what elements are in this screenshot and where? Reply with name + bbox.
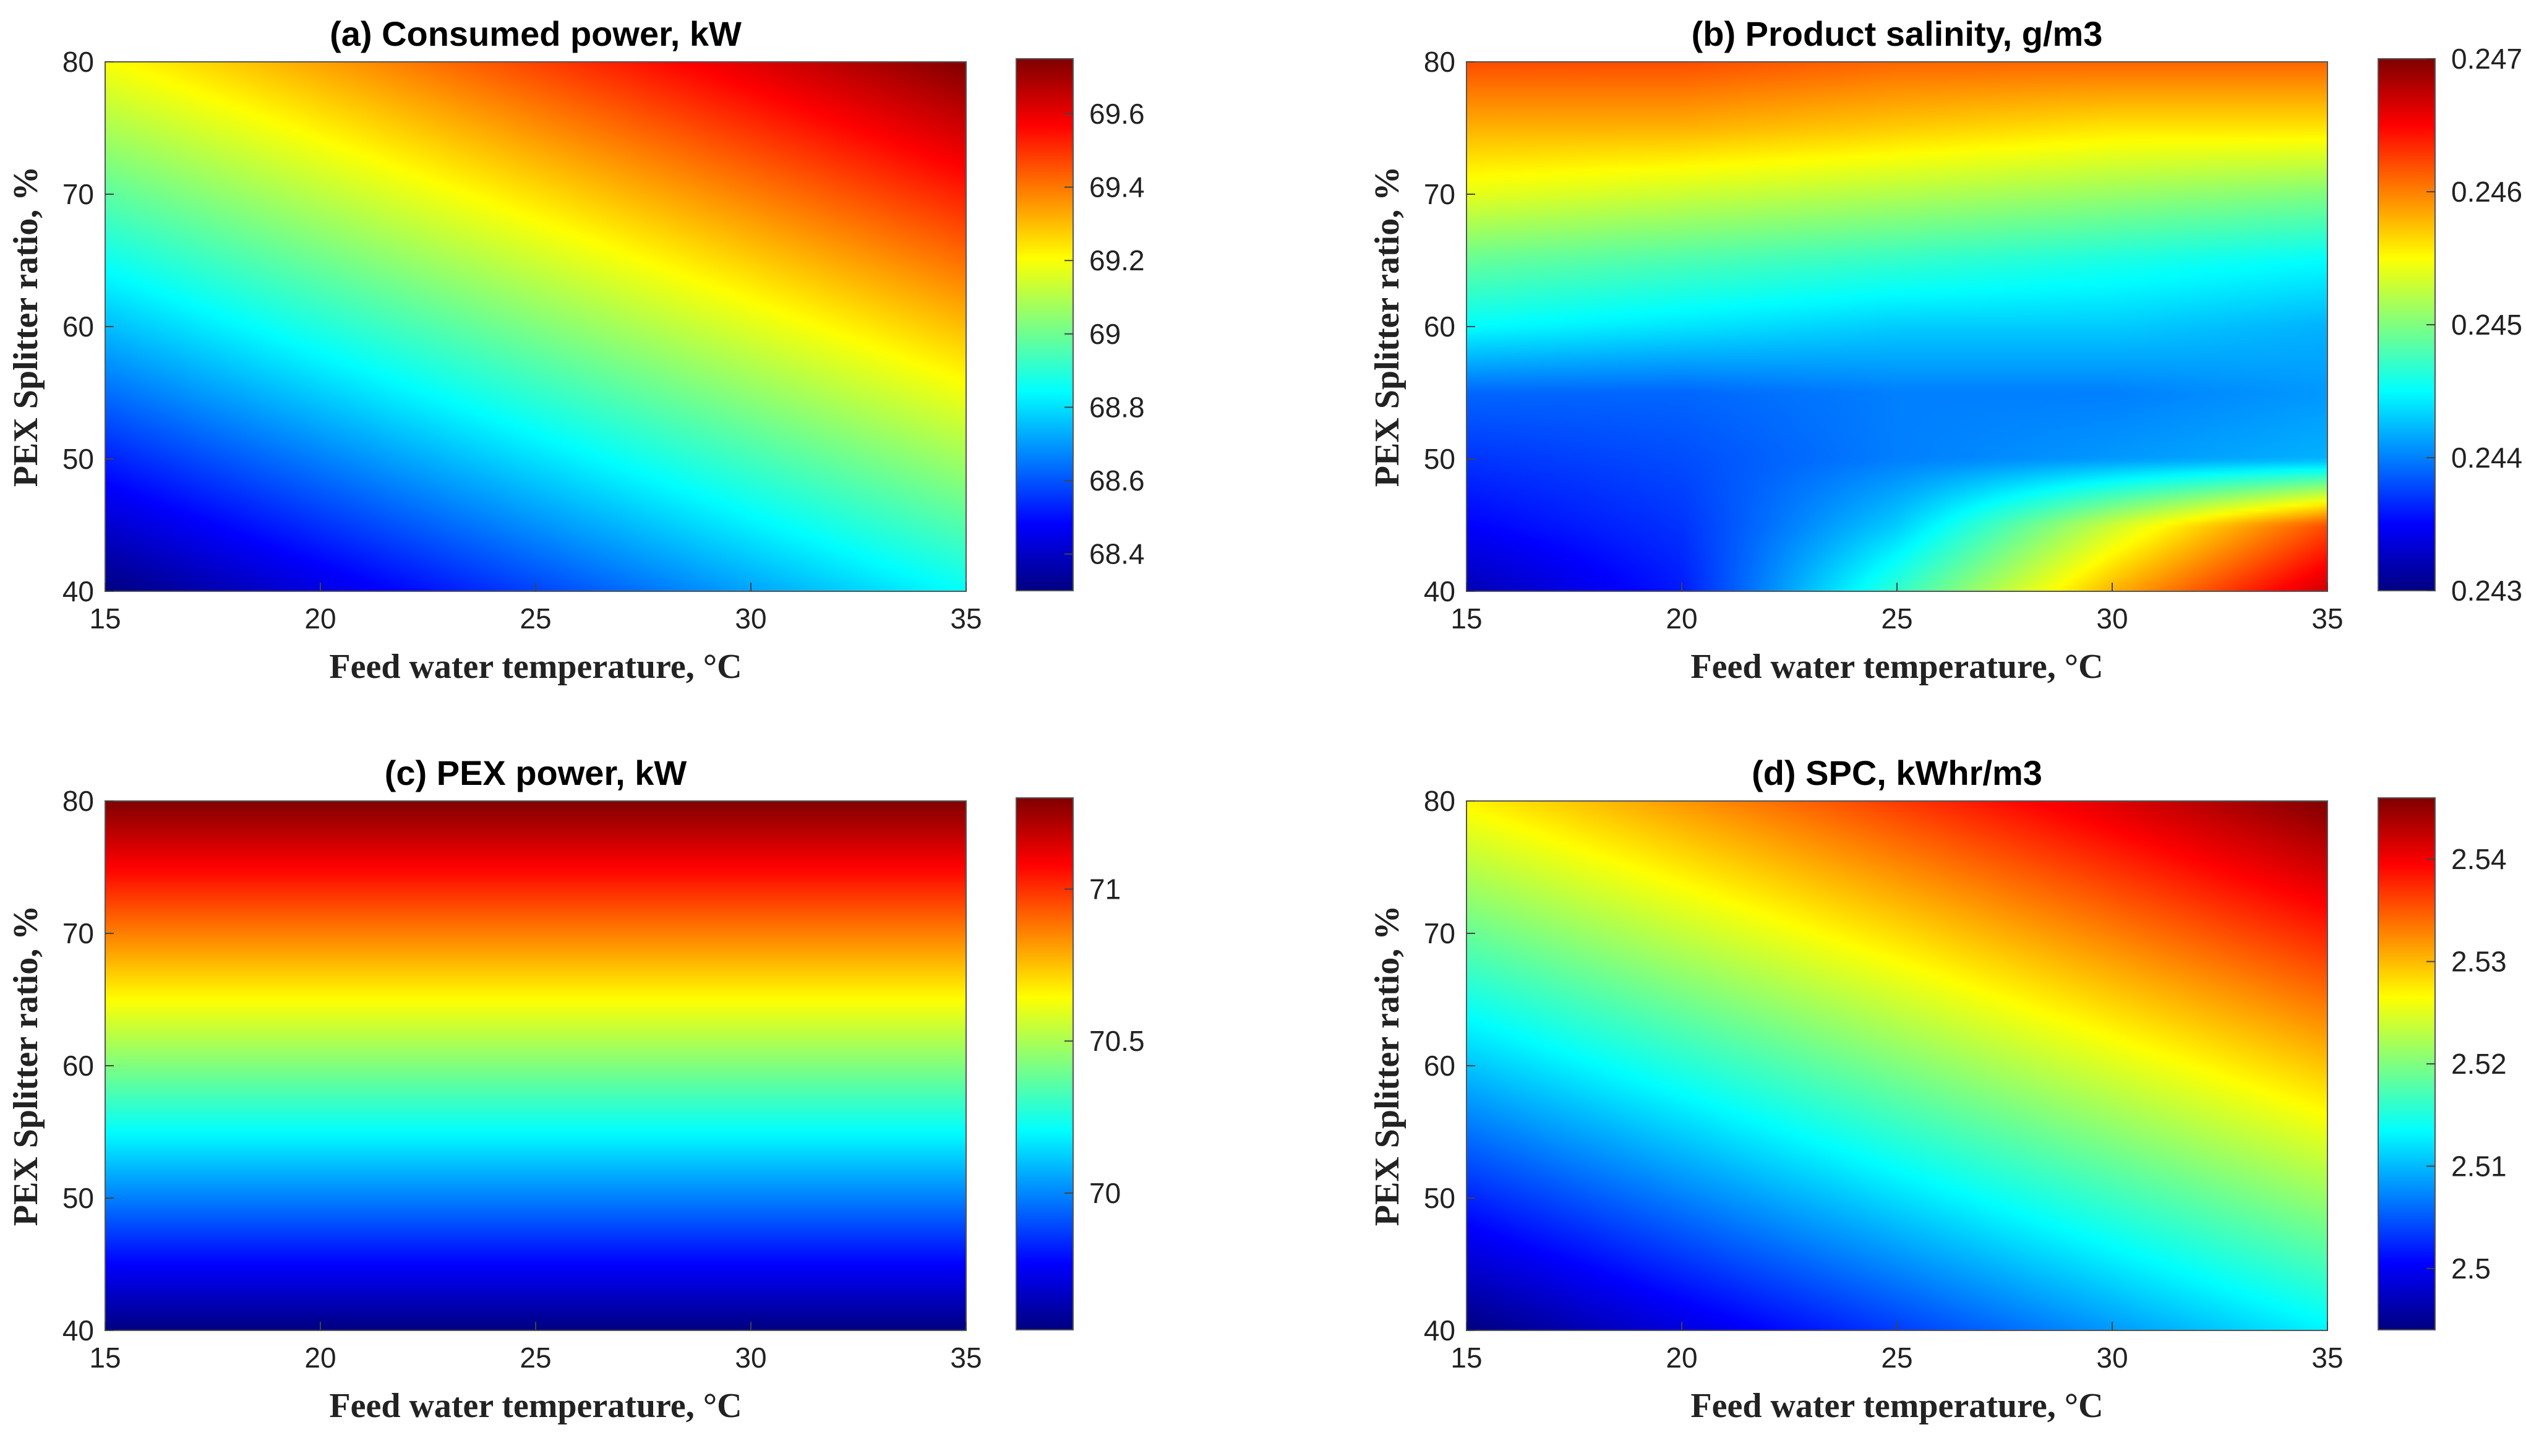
y-tick-label: 60 [62, 310, 94, 343]
colorbar-tick-label: 70.5 [1089, 1025, 1145, 1057]
x-tick-label: 35 [2311, 602, 2343, 635]
x-tick-label: 30 [2096, 602, 2128, 635]
colorbar-tick-label: 2.51 [2451, 1150, 2507, 1182]
y-axis-label: PEX Splitter ratio, % [1368, 906, 1406, 1226]
x-tick-label: 30 [735, 602, 766, 635]
colorbar-tick-label: 68.4 [1089, 538, 1145, 570]
colorbar-tick-label: 2.52 [2451, 1048, 2507, 1080]
colorbar-tick-label: 0.244 [2451, 442, 2522, 474]
x-tick-label: 15 [89, 1342, 121, 1374]
x-tick-label: 35 [2311, 1342, 2343, 1374]
colorbar-tick-label: 0.246 [2451, 176, 2522, 208]
x-tick-label: 15 [89, 602, 121, 635]
chart-title: (b) Product salinity, g/m3 [1692, 14, 2103, 53]
heatmap-surface [105, 62, 966, 591]
x-axis-label: Feed water temperature, °C [1690, 648, 2103, 686]
colorbar-tick-label: 0.245 [2451, 309, 2522, 341]
y-tick-label: 50 [1424, 443, 1455, 475]
colorbar-tick-label: 2.53 [2451, 946, 2507, 978]
colorbar-tick-label: 70 [1089, 1177, 1121, 1209]
subplot-3: (c) PEX power, kW 15 20 25 30 35 40 50 60 70 80 Fee… [7, 753, 1145, 1425]
y-tick-label: 40 [1424, 575, 1455, 607]
y-tick-label: 80 [1424, 46, 1455, 78]
y-tick-label: 50 [1424, 1182, 1455, 1214]
y-tick-label: 60 [1424, 1050, 1455, 1082]
y-tick-label: 70 [1424, 917, 1455, 949]
y-tick-label: 70 [62, 917, 94, 949]
y-tick-label: 80 [62, 785, 94, 817]
y-tick-label: 40 [62, 1314, 94, 1347]
y-tick-label: 50 [62, 443, 94, 475]
x-tick-label: 20 [1666, 1342, 1697, 1374]
y-tick-label: 40 [1424, 1314, 1455, 1347]
y-tick-label: 80 [62, 46, 94, 78]
subplot-1: (a) Consumed power, kW 15 20 25 30 35 40 50 60 70… [7, 14, 1145, 686]
x-tick-label: 20 [304, 602, 336, 635]
x-tick-label: 35 [950, 1342, 982, 1374]
colorbar-tick-label: 68.8 [1089, 391, 1145, 423]
heatmap-surface [1466, 62, 2327, 591]
y-tick-label: 70 [62, 178, 94, 210]
chart-title: (a) Consumed power, kW [330, 14, 742, 53]
chart-title: (d) SPC, kWhr/m3 [1752, 753, 2042, 792]
y-tick-label: 70 [1424, 178, 1455, 210]
chart-title: (c) PEX power, kW [385, 753, 687, 792]
colorbar [2378, 58, 2436, 591]
colorbar-tick-label: 2.5 [2451, 1253, 2491, 1285]
x-tick-label: 25 [1881, 602, 1912, 635]
x-tick-label: 30 [735, 1342, 766, 1374]
colorbar-tick-label: 2.54 [2451, 843, 2507, 875]
y-tick-label: 40 [62, 575, 94, 607]
colorbar-tick-label: 69 [1089, 318, 1121, 350]
y-axis-label: PEX Splitter ratio, % [1368, 166, 1406, 487]
colorbar [1016, 58, 1074, 591]
heatmap-surface [105, 801, 966, 1330]
x-tick-label: 15 [1450, 602, 1482, 635]
x-tick-label: 25 [1881, 1342, 1912, 1374]
x-tick-label: 25 [520, 1342, 551, 1374]
y-axis-label: PEX Splitter ratio, % [7, 906, 45, 1226]
x-tick-label: 20 [304, 1342, 336, 1374]
x-tick-label: 25 [520, 602, 551, 635]
x-axis-label: Feed water temperature, °C [329, 648, 742, 686]
colorbar-tick-label: 0.243 [2451, 575, 2522, 607]
x-tick-label: 35 [950, 602, 982, 635]
y-tick-label: 50 [62, 1182, 94, 1214]
y-tick-label: 80 [1424, 785, 1455, 817]
heatmap-surface [1466, 801, 2327, 1330]
colorbar-tick-label: 68.6 [1089, 465, 1145, 497]
x-axis-label: Feed water temperature, °C [329, 1387, 742, 1425]
y-tick-label: 60 [1424, 310, 1455, 343]
colorbar-tick-label: 69.2 [1089, 244, 1145, 276]
subplot-4: (d) SPC, kWhr/m3 15 20 25 30 35 40 50 60 70 80 Feed… [1368, 753, 2507, 1425]
colorbar-tick-label: 69.4 [1089, 171, 1145, 203]
x-tick-label: 15 [1450, 1342, 1482, 1374]
colorbar-tick-label: 0.247 [2451, 43, 2522, 75]
y-axis-label: PEX Splitter ratio, % [7, 166, 45, 487]
colorbar-tick-label: 71 [1089, 873, 1121, 905]
colorbar [1016, 797, 1074, 1330]
x-tick-label: 30 [2096, 1342, 2128, 1374]
x-axis-label: Feed water temperature, °C [1690, 1387, 2103, 1425]
colorbar-tick-label: 69.6 [1089, 98, 1145, 130]
subplot-2: (b) Product salinity, g/m3 15 20 25 30 35 40 50… [1368, 14, 2522, 686]
x-tick-label: 20 [1666, 602, 1697, 635]
y-tick-label: 60 [62, 1050, 94, 1082]
